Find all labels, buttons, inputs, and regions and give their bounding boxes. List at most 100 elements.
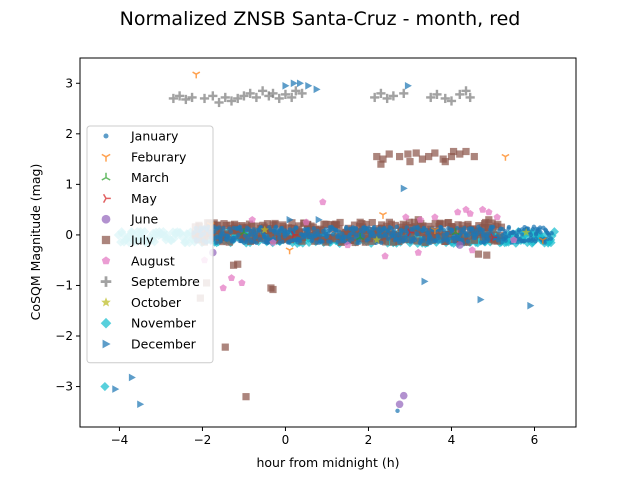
x-tick-label: −4 [111,433,129,447]
data-point-december [404,82,412,90]
data-point-septembre [455,89,465,99]
data-point-january [279,225,285,231]
data-point-january [460,237,465,242]
data-point-july [336,218,344,227]
x-tick-label: −2 [194,433,212,447]
data-point-july [462,147,470,156]
data-point-july [483,251,491,259]
data-point-january [529,238,534,243]
data-point-january [353,234,359,240]
data-point-july [454,221,462,229]
data-point-septembre [399,88,409,98]
legend-marker-feburary [101,153,111,162]
data-point-july [410,218,419,226]
data-point-march [451,228,460,236]
data-point-january [277,236,282,241]
data-point-december [305,82,313,90]
data-point-august [319,198,327,206]
data-point-septembre [382,93,392,104]
data-point-july [242,393,250,401]
data-point-july [373,152,381,161]
data-point-july [295,222,303,230]
legend-label: June [130,212,159,227]
data-point-january [218,237,223,242]
legend-entry-july: July [101,233,154,248]
chart-title: Normalized ZNSB Santa-Cruz - month, red [120,8,521,30]
data-point-january [436,239,441,244]
legend-entry-may: May [102,191,157,206]
legend-entry-march: March [101,170,169,185]
data-point-july [389,238,397,246]
data-point-october [372,235,381,244]
data-point-septembre [199,93,210,104]
data-point-septembre [258,86,268,96]
data-point-july [368,237,377,245]
data-point-septembre [181,94,191,105]
data-point-january [428,240,433,246]
data-point-january [490,224,496,230]
data-point-january [522,238,528,244]
data-point-november [304,237,314,247]
legend-label: Septembre [131,274,200,289]
legend-marker-may [102,193,111,203]
data-point-septembre [280,89,291,99]
data-point-january [254,240,259,246]
data-point-august [468,246,476,254]
data-point-january [385,228,391,233]
data-point-july [368,218,376,227]
data-point-july [438,220,447,228]
legend-entry-november: November [100,316,197,331]
data-point-december [112,385,120,393]
data-point-december [290,79,298,88]
data-point-august [269,238,277,246]
data-point-january [395,408,400,414]
data-point-december [286,215,294,224]
data-point-august [402,213,410,221]
data-point-january [514,233,520,238]
data-point-january [528,232,534,238]
data-point-november [100,381,110,392]
data-point-january [366,236,371,242]
data-point-august [381,252,389,260]
data-point-december [296,79,304,88]
data-point-january [280,239,285,244]
data-point-january [354,226,359,232]
x-tick-label: 6 [531,433,539,447]
data-point-feburary [430,227,439,235]
data-point-july [351,238,359,247]
data-point-january [336,229,341,234]
axes: −4 −2 0 2 4 6 −3 −2 −1 0 1 2 3 [55,76,538,447]
data-point-january [297,239,303,244]
y-tick-label: 1 [65,177,73,191]
legend-marker-december [102,339,111,349]
legend-entry-septembre: Septembre [100,274,200,289]
data-point-july [247,222,256,230]
data-point-july [252,222,261,230]
data-point-feburary [285,247,294,255]
data-point-january [394,224,399,230]
data-point-october [260,225,269,234]
data-point-septembre [376,88,386,98]
data-point-january [236,232,241,238]
data-point-july [425,152,433,161]
y-tick-label: 2 [65,127,73,141]
data-point-january [398,234,403,239]
data-point-august [219,284,227,292]
data-point-january [506,224,512,230]
data-point-septembre [168,93,178,104]
data-point-july [470,236,478,244]
data-point-july [234,260,242,268]
legend-entry-june: June [101,212,159,227]
plot-frame [79,57,577,428]
data-point-january [549,231,554,236]
data-point-january [466,233,471,238]
data-point-january [486,237,491,242]
data-point-septembre [426,92,436,103]
data-point-july [418,155,427,163]
data-point-august [479,205,487,213]
data-point-septembre [291,86,301,96]
data-point-january [445,231,450,236]
data-point-january [399,228,404,234]
data-point-july [229,261,238,269]
data-point-july [225,238,233,246]
